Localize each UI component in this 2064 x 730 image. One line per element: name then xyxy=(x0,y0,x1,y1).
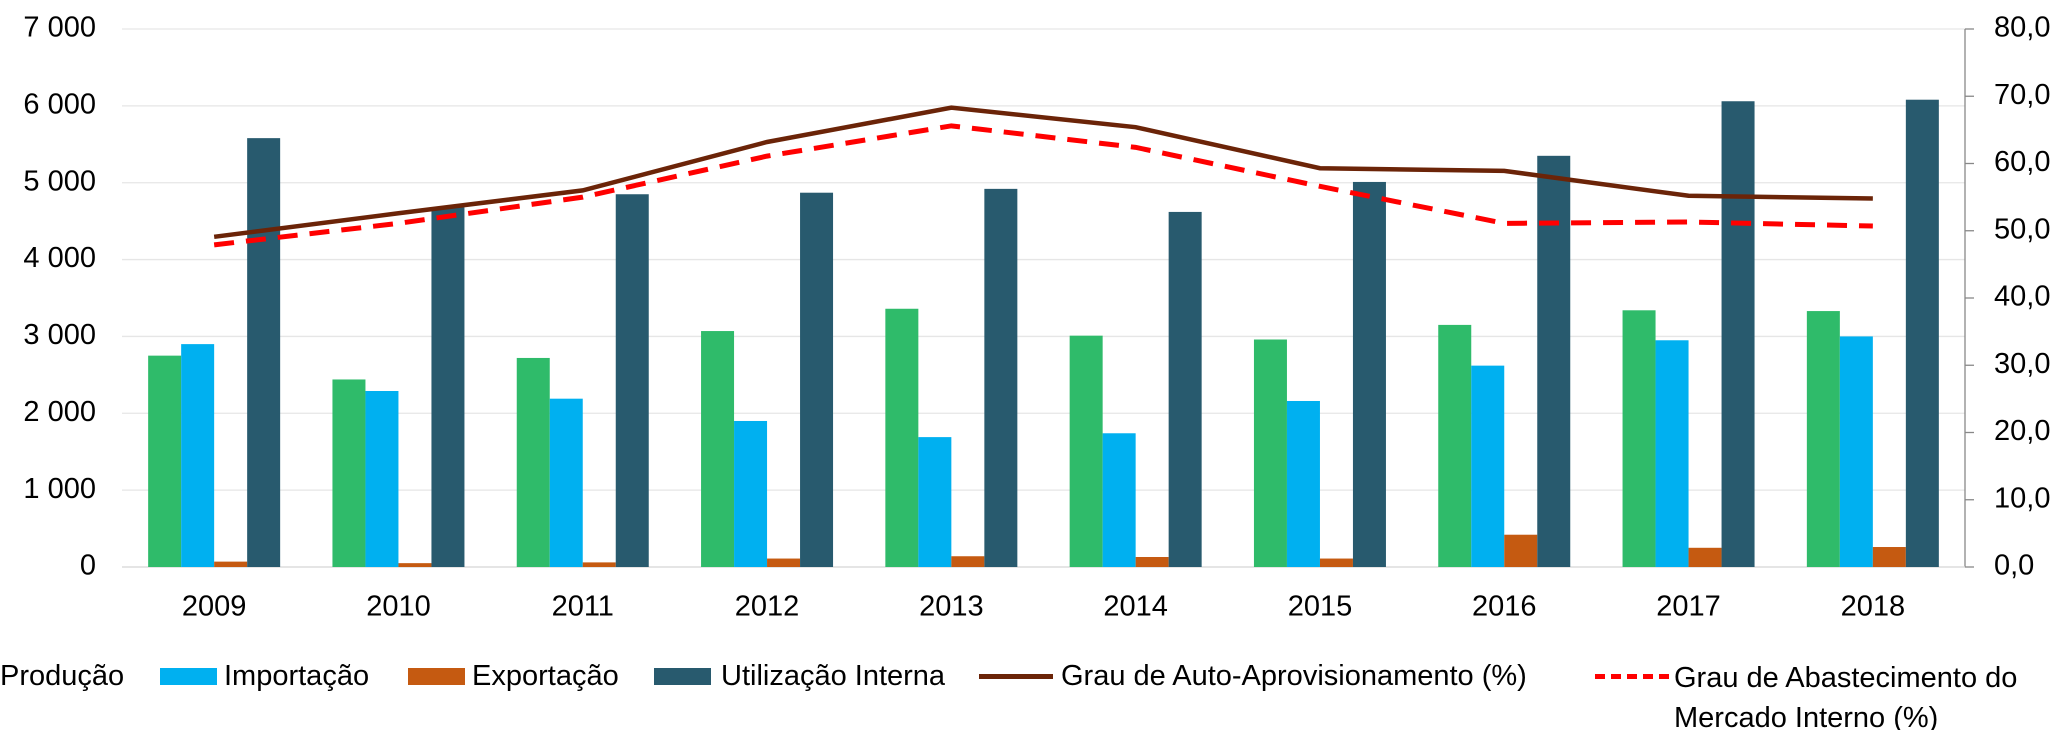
bar xyxy=(1286,400,1320,567)
bar xyxy=(1688,547,1722,567)
bar xyxy=(1352,181,1386,567)
bar xyxy=(885,308,919,567)
bar xyxy=(951,556,985,567)
bar xyxy=(701,331,735,567)
legend-label: Produção xyxy=(0,660,125,692)
x-tick-label: 2012 xyxy=(735,591,800,623)
bar xyxy=(431,207,465,567)
y2-tick-label: 60,0 xyxy=(1994,146,2050,178)
legend-swatch xyxy=(408,668,465,685)
line xyxy=(213,123,1873,248)
y-tick-label: 2 000 xyxy=(23,396,96,428)
legend-swatch xyxy=(979,674,1053,679)
bar xyxy=(365,390,399,567)
y2-tick-label: 40,0 xyxy=(1994,281,2050,313)
bar xyxy=(800,192,834,567)
bar xyxy=(1471,365,1505,567)
bar xyxy=(1319,558,1353,567)
bar xyxy=(1622,310,1656,567)
y2-tick-label: 0,0 xyxy=(1994,550,2034,582)
bar xyxy=(1806,311,1840,567)
y-tick-label: 0 xyxy=(80,550,96,582)
bar xyxy=(767,558,801,567)
legend-swatch xyxy=(654,668,711,685)
y2-tick-label: 30,0 xyxy=(1994,348,2050,380)
x-tick-label: 2017 xyxy=(1656,591,1721,623)
bar xyxy=(1253,339,1287,567)
bar xyxy=(1872,547,1906,567)
legend-label: Importação xyxy=(224,660,370,692)
bar xyxy=(1438,324,1472,567)
bar xyxy=(582,562,616,567)
bar xyxy=(1905,99,1939,568)
y-tick-label: 3 000 xyxy=(23,319,96,351)
y2-tick-label: 70,0 xyxy=(1994,79,2050,111)
y2-tick-label: 20,0 xyxy=(1994,415,2050,447)
y-tick-label: 5 000 xyxy=(23,165,96,197)
x-tick-label: 2011 xyxy=(552,591,614,623)
legend-label: Grau de Abastecimento do Mercado Interno… xyxy=(1674,662,2018,730)
x-tick-label: 2018 xyxy=(1841,591,1906,623)
legend-swatch xyxy=(1595,674,1669,679)
bar xyxy=(1168,211,1202,568)
bar xyxy=(1721,101,1755,567)
x-tick-label: 2015 xyxy=(1288,591,1353,623)
bar xyxy=(918,437,952,567)
bar xyxy=(181,344,215,567)
y2-tick-label: 50,0 xyxy=(1994,213,2050,245)
bar xyxy=(615,194,649,567)
x-tick-label: 2009 xyxy=(182,591,247,623)
x-tick-label: 2010 xyxy=(366,591,431,623)
bar xyxy=(332,379,366,567)
x-tick-label: 2013 xyxy=(919,591,984,623)
bar xyxy=(734,420,768,567)
bar xyxy=(1537,155,1571,568)
bar xyxy=(247,138,281,567)
x-tick-label: 2016 xyxy=(1472,591,1537,623)
bar xyxy=(214,561,248,567)
y2-tick-label: 10,0 xyxy=(1994,482,2050,514)
bar xyxy=(984,188,1018,567)
bar xyxy=(1069,335,1103,567)
bar xyxy=(549,398,583,567)
bar xyxy=(1135,557,1169,567)
bar xyxy=(1504,534,1538,567)
y-tick-label: 7 000 xyxy=(23,12,96,44)
bar xyxy=(148,355,182,567)
y-tick-label: 6 000 xyxy=(23,89,96,121)
y2-tick-label: 80,0 xyxy=(1994,12,2050,44)
bar xyxy=(1839,336,1873,567)
legend-swatch xyxy=(160,668,217,685)
legend-label: Exportação xyxy=(472,660,619,692)
line xyxy=(213,105,1873,240)
legend-label: Grau de Auto-Aprovisionamento (%) xyxy=(1061,660,1527,692)
bar xyxy=(1102,433,1136,567)
bar xyxy=(516,357,550,567)
bar xyxy=(398,563,432,567)
bar xyxy=(1655,340,1689,567)
x-tick-label: 2014 xyxy=(1103,591,1168,623)
y-tick-label: 1 000 xyxy=(23,473,96,505)
y-tick-label: 4 000 xyxy=(23,242,96,274)
legend-label: Utilização Interna xyxy=(721,660,946,692)
